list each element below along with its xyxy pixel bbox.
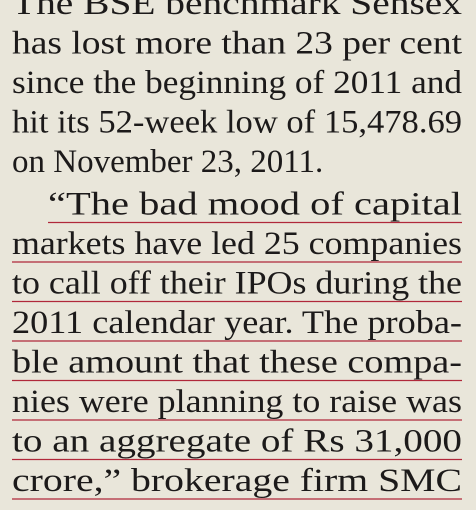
text-line: 2011 calendar year. The proba- (12, 305, 462, 341)
text-line: “The bad mood of capital (48, 187, 462, 223)
text-line: since the beginning of 2011 and (12, 65, 463, 101)
text-line: The BSE benchmark Sensex (12, 0, 463, 22)
text-line: hit its 52-week low of 15,478.69 (12, 105, 462, 141)
text-line: ble amount that these compa- (12, 345, 462, 381)
text-line: markets have led 25 companies (12, 226, 462, 262)
text-line: crore,” brokerage firm SMC (12, 463, 462, 499)
text-line: on November 23, 2011. (12, 144, 323, 180)
text-line: to an aggregate of Rs 31,000 (12, 424, 462, 460)
text-line: nies were planning to raise was (12, 384, 462, 420)
text-line: has lost more than 23 per cent (12, 26, 462, 62)
text-line: to call off their IPOs during the (12, 266, 462, 302)
